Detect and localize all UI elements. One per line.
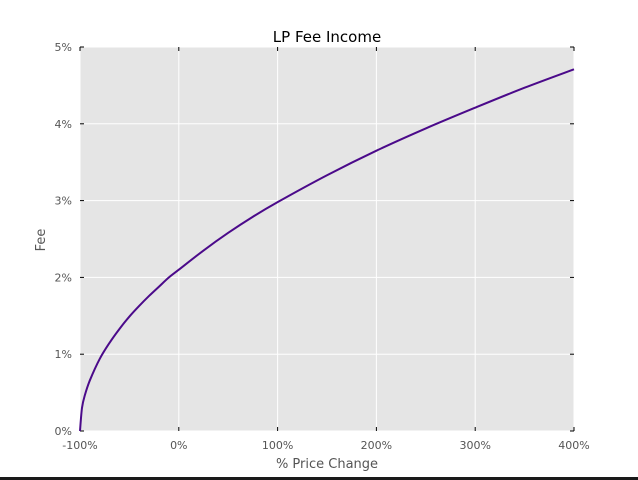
y-axis-label: Fee [34,229,49,252]
y-tick-label: 1% [55,348,72,361]
y-tick-label: 4% [55,118,72,131]
x-axis-label: % Price Change [276,457,378,472]
bottom-divider [0,477,638,480]
y-tick-label: 3% [55,195,72,208]
x-tick-label: 300% [459,439,490,452]
y-tick-label: 5% [55,41,72,54]
x-tick-labels: -100% 0% 100% 200% 300% 400% [62,439,589,452]
y-tick-labels: 0% 1% 2% 3% 4% 5% [55,41,72,438]
y-tick-label: 0% [55,425,72,438]
y-tick-label: 2% [55,271,72,284]
x-tick-label: 400% [558,439,589,452]
x-tick-label: 200% [361,439,392,452]
x-tick-label: 100% [262,439,293,452]
plot-area [80,47,574,431]
x-tick-label: -100% [62,439,97,452]
x-tick-label: 0% [170,439,187,452]
grid [79,46,575,432]
chart-title: LP Fee Income [273,28,381,46]
series-line [79,68,575,432]
